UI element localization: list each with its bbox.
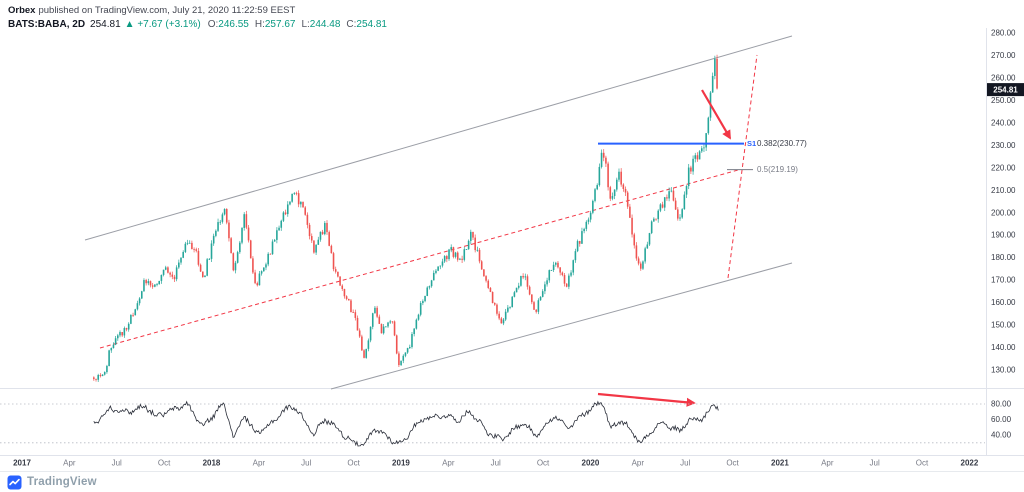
svg-text:200.00: 200.00 xyxy=(991,208,1016,217)
svg-text:2019: 2019 xyxy=(392,459,410,468)
median-trendline-dashed xyxy=(99,169,739,349)
candlestick-series xyxy=(93,54,718,382)
svg-text:Jul: Jul xyxy=(870,459,880,468)
ohlc-close: C:254.81 xyxy=(346,18,387,30)
ohlc-open: O:246.55 xyxy=(207,18,249,30)
pane-separators xyxy=(0,28,1024,456)
s1-label: S1 xyxy=(747,139,756,148)
svg-text:Jul: Jul xyxy=(491,459,501,468)
last-price: 254.81 xyxy=(90,18,121,30)
svg-text:40.00: 40.00 xyxy=(991,431,1012,440)
steep-trendline-dashed xyxy=(727,54,758,279)
price-axis[interactable]: 280.00 270.00 260.00 250.00 240.00 230.00 220.… xyxy=(991,29,1016,440)
svg-text:60.00: 60.00 xyxy=(991,415,1012,424)
svg-text:250.00: 250.00 xyxy=(991,96,1016,105)
svg-text:2022: 2022 xyxy=(961,459,979,468)
svg-text:Apr: Apr xyxy=(632,459,645,468)
svg-text:240.00: 240.00 xyxy=(991,118,1016,127)
svg-text:210.00: 210.00 xyxy=(991,186,1016,195)
svg-text:270.00: 270.00 xyxy=(991,51,1016,60)
channel-lower-line xyxy=(330,262,793,390)
svg-text:2017: 2017 xyxy=(13,459,31,468)
symbol-interval: BATS:BABA, 2D xyxy=(8,18,86,30)
svg-text:280.00: 280.00 xyxy=(991,29,1016,38)
svg-text:190.00: 190.00 xyxy=(991,231,1016,240)
chart-header: Orbex published on TradingView.com, July … xyxy=(8,5,393,31)
svg-text:Apr: Apr xyxy=(253,459,266,468)
svg-text:150.00: 150.00 xyxy=(991,321,1016,330)
time-axis[interactable]: 2017 Apr Jul Oct 2018 Apr Jul Oct 2019 Apr Jul Oct 2… xyxy=(13,459,979,468)
analysis-overlays: S1 0.382(230.77) 0.5(219.19) xyxy=(597,89,807,407)
svg-text:2020: 2020 xyxy=(582,459,600,468)
svg-text:230.00: 230.00 xyxy=(991,141,1016,150)
svg-text:Oct: Oct xyxy=(916,459,929,468)
footer-bar: TradingView xyxy=(0,471,1024,492)
svg-text:Apr: Apr xyxy=(821,459,834,468)
publish-timestamp: published on TradingView.com, July 21, 2… xyxy=(38,5,296,16)
svg-text:Apr: Apr xyxy=(442,459,455,468)
price-change: ▲ +7.67 (+3.1%) xyxy=(124,18,201,30)
svg-text:Jul: Jul xyxy=(680,459,690,468)
symbol-ohlc-line: BATS:BABA, 2D 254.81 ▲ +7.67 (+3.1%) O:246.… xyxy=(8,19,393,32)
svg-text:220.00: 220.00 xyxy=(991,163,1016,172)
svg-text:Oct: Oct xyxy=(726,459,739,468)
svg-text:2021: 2021 xyxy=(771,459,789,468)
fib-50-label: 0.5(219.19) xyxy=(757,165,798,174)
svg-text:140.00: 140.00 xyxy=(991,343,1016,352)
red-annotation-arrow-1 xyxy=(701,89,731,140)
fib-382-label: 0.382(230.77) xyxy=(757,139,807,148)
svg-text:80.00: 80.00 xyxy=(991,400,1012,409)
svg-text:254.81: 254.81 xyxy=(993,86,1018,95)
svg-text:Jul: Jul xyxy=(301,459,311,468)
channel-upper-line xyxy=(84,35,793,241)
svg-text:Oct: Oct xyxy=(537,459,550,468)
svg-text:Jul: Jul xyxy=(112,459,122,468)
svg-text:2018: 2018 xyxy=(203,459,221,468)
svg-text:Oct: Oct xyxy=(347,459,360,468)
svg-text:260.00: 260.00 xyxy=(991,73,1016,82)
svg-text:130.00: 130.00 xyxy=(991,366,1016,375)
svg-text:Oct: Oct xyxy=(158,459,171,468)
publisher-line: Orbex published on TradingView.com, July … xyxy=(8,5,393,17)
tradingview-logo-icon[interactable] xyxy=(7,475,22,490)
publisher-name: Orbex xyxy=(8,5,36,16)
last-price-badge: 254.81 xyxy=(987,83,1024,97)
trend-channel-lines xyxy=(84,35,793,390)
svg-text:160.00: 160.00 xyxy=(991,298,1016,307)
ohlc-low: L:244.48 xyxy=(301,18,341,30)
red-annotation-arrow-2 xyxy=(597,392,696,407)
svg-text:170.00: 170.00 xyxy=(991,276,1016,285)
svg-text:180.00: 180.00 xyxy=(991,253,1016,262)
oscillator-pane xyxy=(0,400,985,447)
tradingview-brand-text[interactable]: TradingView xyxy=(27,476,97,488)
ohlc-high: H:257.67 xyxy=(254,18,296,30)
oscillator-line xyxy=(93,400,719,447)
svg-text:Apr: Apr xyxy=(63,459,76,468)
